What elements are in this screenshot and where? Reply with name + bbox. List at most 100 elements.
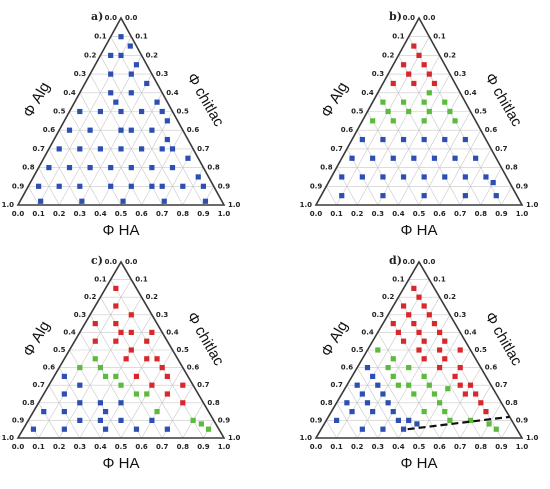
tick-label-bottom: 0.2 [53, 210, 66, 218]
tick-label-left: 0.1 [94, 33, 107, 41]
tick-label-right: 0.2 [146, 293, 159, 301]
grid-line [48, 148, 81, 206]
data-point-red [437, 365, 443, 371]
tick-label-right: 0.3 [454, 311, 467, 319]
data-point-blue [414, 421, 420, 427]
data-point-red [457, 347, 463, 353]
tick-label-left: 0.2 [84, 51, 97, 59]
data-point-blue [400, 136, 407, 143]
tick-label-left: 0.5 [351, 346, 364, 354]
data-point-green [421, 373, 427, 379]
data-point-red [426, 312, 432, 318]
data-point-blue [128, 183, 134, 189]
data-point-blue [128, 71, 134, 77]
data-point-blue [380, 174, 386, 180]
tick-label-left: 0.7 [330, 381, 343, 389]
tick-label-bottom: 0.8 [177, 210, 190, 218]
tick-label-left: 0.3 [372, 311, 385, 319]
tick-label-bottom: 0.4 [392, 443, 405, 451]
tick-label-right: 0.5 [177, 346, 190, 354]
data-point-blue [164, 426, 170, 432]
data-point-blue [395, 417, 401, 423]
tick-label-right: 0.9 [218, 416, 231, 424]
tick-label-right: 0.1 [433, 33, 446, 41]
tick-label-right: 0.5 [475, 108, 488, 116]
data-point-blue [127, 43, 133, 49]
tick-label-bottom: 0.9 [495, 210, 508, 218]
data-point-red [483, 409, 489, 415]
data-point-red [442, 338, 448, 344]
tick-label-left: 0.8 [22, 399, 35, 407]
data-point-green [442, 409, 448, 415]
data-point-blue [144, 80, 150, 87]
tick-label-bottom: 0.6 [135, 210, 148, 218]
data-point-red [416, 294, 422, 300]
data-point-blue [77, 183, 83, 189]
data-point-red [128, 347, 134, 353]
data-point-green [390, 356, 396, 362]
data-point-green [395, 382, 401, 388]
grid-line [100, 55, 184, 206]
data-point-blue [169, 146, 176, 152]
tick-label-left: 0.4 [63, 89, 76, 97]
tick-label-left: 0.4 [361, 328, 374, 336]
tick-label-right: 0.1 [433, 276, 446, 284]
axis-label-bottom: Φ HA [103, 455, 140, 472]
data-point-blue [77, 417, 83, 423]
tick-label-right: 0.6 [485, 364, 498, 372]
tick-label-right: 0.2 [444, 293, 457, 301]
data-point-red [390, 321, 396, 327]
grid-line [89, 73, 163, 206]
tick-label-bottom: 0.2 [351, 443, 364, 451]
data-point-blue [154, 99, 160, 105]
ternary-frame [314, 260, 524, 439]
data-point-blue [149, 127, 155, 133]
tick-label-bottom: 0.0 [12, 443, 25, 451]
data-point-blue [339, 193, 345, 199]
data-point-blue [77, 382, 83, 388]
data-point-red [431, 321, 438, 327]
data-point-red [400, 303, 407, 309]
data-point-blue [56, 146, 62, 152]
grid-line [38, 36, 132, 206]
data-point-blue [380, 193, 386, 199]
tick-label-left: 0.6 [43, 364, 56, 372]
tick-label-bottom: 0.6 [135, 443, 148, 451]
data-point-blue [349, 409, 355, 415]
data-point-blue [442, 174, 448, 180]
data-point-blue [380, 426, 386, 432]
tick-label-right: 0.2 [444, 51, 457, 59]
data-point-red [164, 391, 170, 397]
data-point-blue [118, 417, 124, 423]
tick-label-right: 0.6 [187, 364, 200, 372]
data-point-blue [30, 426, 37, 432]
tick-label-right: 0.7 [495, 145, 508, 153]
phase-boundary-line [407, 415, 510, 431]
tick-label-right: 0.3 [156, 311, 169, 319]
tick-label-left: 0.0 [403, 14, 416, 22]
tick-label-right: 0.9 [516, 416, 529, 424]
data-point-blue [61, 409, 67, 415]
tick-label-bottom: 0.9 [197, 443, 210, 451]
tick-label-left: 0.9 [12, 416, 25, 424]
data-point-green [493, 426, 499, 432]
grid-line [69, 349, 122, 439]
data-point-blue [128, 90, 134, 96]
data-point-green [426, 382, 432, 388]
axis-label-right: Φ chitlac [183, 309, 227, 369]
axis-label-right: Φ chitlac [481, 309, 525, 369]
tick-label-bottom: 0.1 [330, 210, 343, 218]
data-point-red [421, 303, 427, 309]
tick-label-left: 1.0 [2, 201, 15, 209]
data-point-blue [118, 34, 124, 40]
tick-label-right: 0.3 [156, 70, 169, 78]
tick-label-left: 0.7 [32, 381, 45, 389]
data-point-blue [370, 155, 376, 161]
data-point-red [164, 373, 170, 379]
data-point-blue [66, 165, 73, 171]
data-point-green [154, 409, 160, 415]
data-point-red [180, 382, 186, 388]
data-point-blue [462, 193, 468, 199]
data-point-green [205, 426, 212, 432]
axis-label-left: Φ Alg [318, 318, 352, 359]
